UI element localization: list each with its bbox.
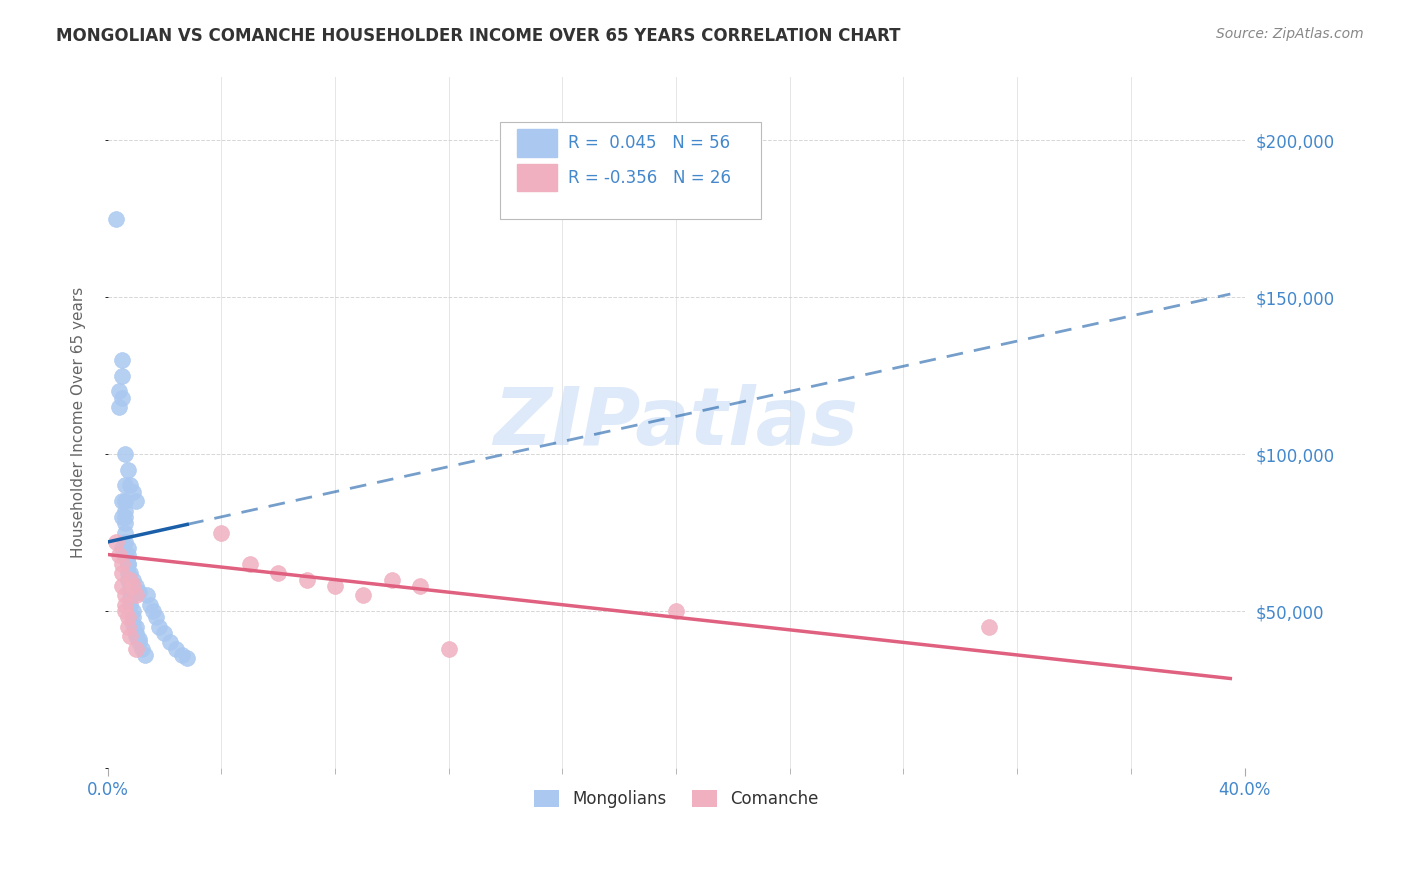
Point: [125, 579, 148, 593]
Point: [148, 620, 170, 634]
Point: [111, 494, 134, 508]
Point: [108, 400, 131, 414]
Point: [134, 648, 156, 662]
Point: [120, 629, 142, 643]
Text: Source: ZipAtlas.com: Source: ZipAtlas.com: [1216, 27, 1364, 41]
Text: R =  0.045   N = 56: R = 0.045 N = 56: [568, 134, 730, 152]
Text: R = -0.356   N = 26: R = -0.356 N = 26: [568, 169, 731, 186]
Point: [120, 566, 142, 581]
Point: [108, 548, 131, 562]
Point: [125, 641, 148, 656]
Point: [114, 548, 136, 562]
Point: [120, 591, 142, 606]
Point: [114, 598, 136, 612]
Point: [117, 566, 139, 581]
Point: [437, 641, 460, 656]
Point: [117, 557, 139, 571]
Point: [128, 585, 150, 599]
Point: [239, 557, 262, 571]
Point: [120, 585, 142, 599]
Point: [170, 648, 193, 662]
Point: [128, 635, 150, 649]
Point: [120, 598, 142, 612]
Point: [352, 588, 374, 602]
Point: [120, 573, 142, 587]
Point: [665, 604, 688, 618]
Point: [122, 484, 145, 499]
FancyBboxPatch shape: [501, 122, 761, 219]
Y-axis label: Householder Income Over 65 years: Householder Income Over 65 years: [72, 287, 86, 558]
Point: [105, 535, 128, 549]
Point: [117, 610, 139, 624]
Point: [165, 641, 187, 656]
Point: [105, 211, 128, 226]
Point: [176, 651, 198, 665]
Point: [122, 579, 145, 593]
Point: [114, 509, 136, 524]
Point: [122, 616, 145, 631]
Point: [139, 598, 162, 612]
Point: [122, 610, 145, 624]
Point: [145, 610, 167, 624]
Point: [977, 620, 1000, 634]
Point: [117, 548, 139, 562]
Point: [114, 478, 136, 492]
Point: [111, 352, 134, 367]
Point: [111, 391, 134, 405]
Point: [120, 579, 142, 593]
Point: [120, 478, 142, 492]
Point: [111, 566, 134, 581]
Point: [111, 557, 134, 571]
Point: [114, 604, 136, 618]
Point: [114, 525, 136, 540]
Point: [117, 541, 139, 556]
Point: [114, 535, 136, 549]
Legend: Mongolians, Comanche: Mongolians, Comanche: [527, 783, 825, 815]
FancyBboxPatch shape: [517, 164, 557, 192]
Point: [153, 626, 176, 640]
FancyBboxPatch shape: [517, 129, 557, 157]
Point: [117, 557, 139, 571]
Point: [159, 635, 181, 649]
Point: [111, 579, 134, 593]
Point: [117, 620, 139, 634]
Point: [409, 579, 432, 593]
Point: [122, 573, 145, 587]
Point: [381, 573, 404, 587]
Text: MONGOLIAN VS COMANCHE HOUSEHOLDER INCOME OVER 65 YEARS CORRELATION CHART: MONGOLIAN VS COMANCHE HOUSEHOLDER INCOME…: [56, 27, 901, 45]
Point: [117, 463, 139, 477]
Point: [125, 626, 148, 640]
Point: [323, 579, 346, 593]
Point: [209, 525, 232, 540]
Point: [125, 620, 148, 634]
Point: [111, 368, 134, 383]
Point: [114, 588, 136, 602]
Point: [117, 573, 139, 587]
Point: [128, 632, 150, 647]
Point: [114, 503, 136, 517]
Point: [142, 604, 165, 618]
Point: [111, 541, 134, 556]
Point: [125, 629, 148, 643]
Point: [114, 516, 136, 530]
Point: [131, 641, 153, 656]
Point: [267, 566, 290, 581]
Point: [125, 494, 148, 508]
Point: [122, 604, 145, 618]
Point: [125, 588, 148, 602]
Point: [114, 447, 136, 461]
Text: ZIPatlas: ZIPatlas: [494, 384, 859, 462]
Point: [295, 573, 318, 587]
Point: [111, 509, 134, 524]
Point: [114, 494, 136, 508]
Point: [108, 384, 131, 399]
Point: [136, 588, 159, 602]
